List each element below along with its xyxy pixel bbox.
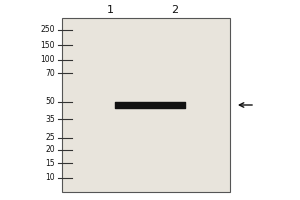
Text: 25: 25 xyxy=(45,134,55,142)
Text: 1: 1 xyxy=(106,5,113,15)
Text: 20: 20 xyxy=(45,146,55,154)
Text: 100: 100 xyxy=(40,55,55,64)
Text: 70: 70 xyxy=(45,68,55,77)
Text: 10: 10 xyxy=(45,173,55,182)
Text: 35: 35 xyxy=(45,114,55,123)
Text: 150: 150 xyxy=(40,40,55,49)
Text: 15: 15 xyxy=(45,158,55,168)
Text: 50: 50 xyxy=(45,98,55,106)
Bar xyxy=(62,18,230,192)
Text: 2: 2 xyxy=(171,5,178,15)
Text: 250: 250 xyxy=(40,25,55,34)
